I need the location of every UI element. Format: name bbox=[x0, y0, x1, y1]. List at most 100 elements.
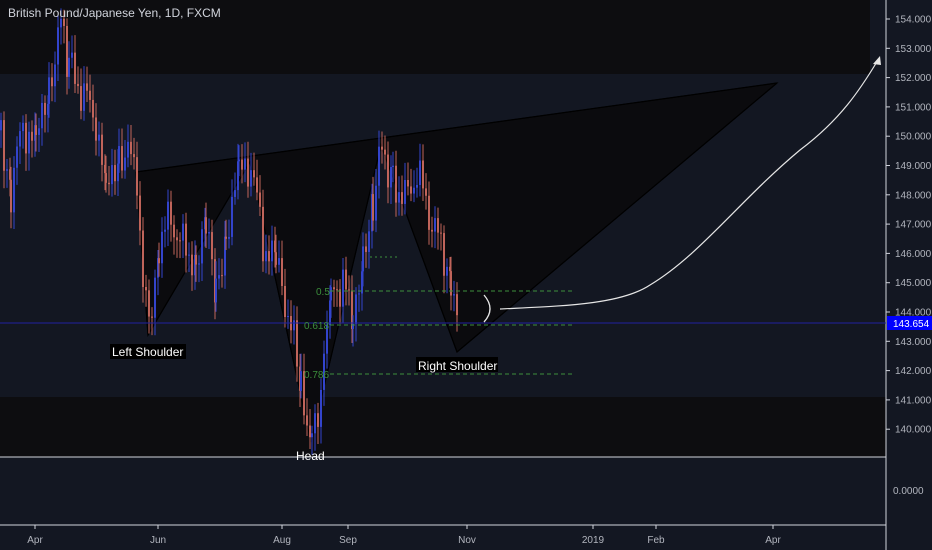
projection-curve bbox=[499, 59, 879, 310]
candle-bull bbox=[124, 157, 126, 171]
y-tick-label: 154.000 bbox=[895, 15, 932, 26]
candle-bull bbox=[330, 287, 332, 301]
candle-bear bbox=[63, 18, 65, 26]
candle-bull bbox=[378, 146, 380, 186]
candle-bull bbox=[265, 251, 267, 262]
candle-bull bbox=[250, 170, 252, 187]
pattern-outline bbox=[135, 82, 778, 443]
y-tick-label: 149.000 bbox=[895, 161, 932, 172]
price-tag-value: 143.654 bbox=[893, 319, 930, 330]
candle-bear bbox=[86, 83, 88, 91]
candle-bull bbox=[16, 146, 18, 168]
candle-bear bbox=[3, 120, 5, 171]
bracket-mark bbox=[483, 294, 491, 323]
candle-bull bbox=[215, 278, 217, 303]
y-tick-label: 148.000 bbox=[895, 190, 932, 201]
candle-bull bbox=[300, 371, 302, 391]
candle-bull bbox=[238, 159, 240, 162]
candle-bear bbox=[44, 102, 46, 115]
candle-bear bbox=[142, 230, 144, 287]
candle-bull bbox=[416, 185, 418, 188]
candle-bear bbox=[456, 294, 458, 316]
candle-bear bbox=[425, 188, 427, 196]
candle-bull bbox=[413, 187, 415, 194]
candle-bear bbox=[256, 177, 258, 193]
candle-bull bbox=[228, 236, 230, 239]
candle-bull bbox=[329, 300, 331, 325]
candle-bear bbox=[351, 290, 353, 329]
candle-bull bbox=[342, 269, 344, 307]
candle-bear bbox=[130, 141, 132, 155]
candlestick-series bbox=[0, 8, 458, 455]
y-tick-label: 150.000 bbox=[895, 132, 932, 143]
y-tick-label: 153.000 bbox=[895, 44, 932, 55]
candle-bull bbox=[6, 169, 8, 171]
candle-bull bbox=[188, 254, 190, 256]
candle-bull bbox=[71, 52, 73, 58]
candle-bear bbox=[145, 286, 147, 291]
candle-bear bbox=[170, 201, 172, 225]
fib-label-0.618: 0.618 bbox=[304, 321, 329, 332]
candle-bull bbox=[404, 179, 406, 204]
candle-bear bbox=[173, 224, 175, 238]
candle-bull bbox=[54, 64, 56, 87]
x-tick-label: Sep bbox=[339, 535, 357, 546]
candle-bull bbox=[231, 196, 233, 237]
left-shoulder-label: Left Shoulder bbox=[112, 345, 183, 359]
left-shoulder-label-bg bbox=[110, 344, 186, 359]
candle-bear bbox=[410, 186, 412, 194]
y-tick-label: 151.000 bbox=[895, 102, 932, 113]
candle-bull bbox=[392, 165, 394, 168]
candle-bear bbox=[185, 223, 187, 256]
bottom-shaded-band bbox=[0, 397, 886, 457]
candle-bear bbox=[381, 146, 383, 150]
candle-bull bbox=[419, 160, 421, 186]
time-axis[interactable]: Apr Jun Aug Sep Nov 2019 Feb Apr bbox=[27, 525, 781, 546]
candle-bear bbox=[247, 158, 249, 187]
candle-bull bbox=[0, 120, 2, 131]
candle-bear bbox=[339, 289, 341, 307]
candle-bull bbox=[13, 167, 15, 213]
candle-bull bbox=[118, 146, 120, 164]
x-tick-label: Aug bbox=[273, 535, 291, 546]
x-tick-label: Nov bbox=[458, 535, 476, 546]
candle-bear bbox=[66, 25, 68, 77]
candle-bull bbox=[234, 190, 236, 197]
candle-bear bbox=[284, 285, 286, 318]
candle-bear bbox=[303, 371, 305, 416]
candle-bull bbox=[157, 258, 159, 278]
y-tick-label: 147.000 bbox=[895, 220, 932, 231]
candle-bear bbox=[450, 271, 452, 296]
candle-bear bbox=[121, 146, 123, 171]
candle-bull bbox=[154, 277, 156, 318]
candle-bull bbox=[361, 271, 363, 294]
candle-bear bbox=[92, 99, 94, 118]
candle-bear bbox=[205, 217, 207, 234]
candle-bear bbox=[77, 83, 79, 87]
y-tick-label: 144.000 bbox=[895, 308, 932, 319]
candle-bear bbox=[51, 77, 53, 87]
y-tick-label: 143.000 bbox=[895, 337, 932, 348]
candle-bear bbox=[440, 232, 442, 234]
candle-bear bbox=[395, 165, 397, 203]
price-axis[interactable]: 154.000 153.000 152.000 151.000 150.000 149.0… bbox=[886, 15, 932, 436]
candle-bear bbox=[31, 131, 33, 141]
candle-bull bbox=[362, 246, 364, 272]
candle-bear bbox=[345, 269, 347, 290]
projection-arrowhead bbox=[873, 56, 881, 65]
candle-bull bbox=[311, 433, 313, 438]
candle-bull bbox=[41, 102, 43, 129]
candle-bear bbox=[35, 125, 37, 135]
candle-bear bbox=[133, 154, 135, 158]
candle-bull bbox=[28, 131, 30, 154]
y-tick-label: 140.000 bbox=[895, 425, 932, 436]
candle-bear bbox=[387, 154, 389, 188]
candle-bear bbox=[268, 251, 270, 262]
candle-bear bbox=[191, 254, 193, 276]
candle-bull bbox=[167, 201, 169, 230]
candle-bull bbox=[164, 229, 166, 232]
candle-bear bbox=[253, 170, 255, 178]
candle-bear bbox=[443, 233, 445, 276]
candle-bear bbox=[437, 218, 439, 233]
